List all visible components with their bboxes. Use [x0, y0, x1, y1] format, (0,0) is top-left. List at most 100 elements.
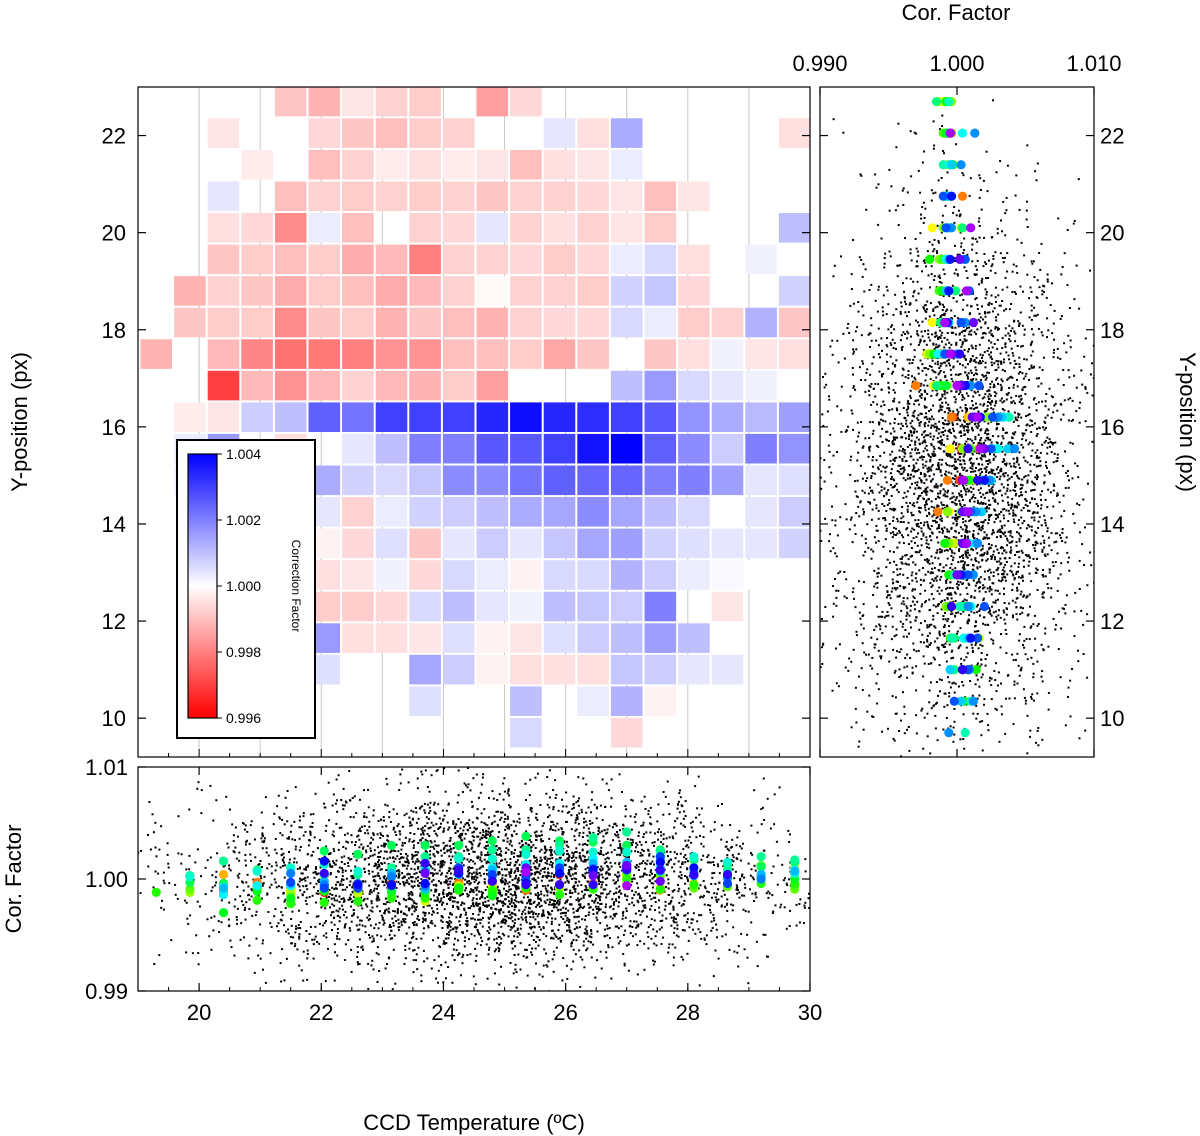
scatter-point — [952, 600, 955, 603]
scatter-point — [1061, 528, 1064, 531]
scatter-point — [1032, 662, 1035, 665]
scatter-point — [1001, 337, 1004, 340]
scatter-point — [936, 646, 939, 649]
scatter-point — [993, 307, 996, 310]
scatter-point — [941, 599, 944, 602]
scatter-point — [1010, 401, 1013, 404]
scatter-point — [1013, 411, 1016, 414]
scatter-point — [923, 340, 926, 343]
scatter-point — [911, 504, 914, 507]
scatter-point — [937, 336, 939, 339]
scatter-point — [884, 420, 887, 423]
heatmap-cell — [510, 497, 542, 527]
heatmap-cell — [510, 623, 542, 653]
scatter-point — [907, 438, 910, 441]
binned-point — [931, 381, 942, 391]
binned-point — [931, 97, 942, 107]
scatter-point — [975, 252, 978, 255]
scatter-point — [281, 818, 284, 821]
scatter-point — [1010, 476, 1013, 478]
scatter-point — [1049, 802, 1051, 804]
scatter-point — [1101, 663, 1103, 665]
scatter-point — [959, 373, 962, 376]
scatter-point — [981, 305, 983, 308]
scatter-point — [931, 333, 934, 336]
scatter-point — [905, 618, 908, 621]
scatter-point — [1000, 387, 1003, 390]
scatter-point — [437, 936, 440, 939]
scatter-point — [957, 458, 960, 461]
scatter-point — [942, 433, 945, 436]
scatter-point — [978, 174, 981, 177]
scatter-point — [963, 460, 966, 462]
scatter-point — [893, 635, 896, 638]
scatter-point — [1035, 532, 1038, 534]
scatter-point — [981, 559, 984, 562]
scatter-point — [1015, 174, 1018, 177]
scatter-point — [968, 326, 970, 329]
scatter-point — [918, 610, 921, 613]
scatter-point — [991, 358, 994, 361]
scatter-point — [859, 500, 862, 503]
scatter-point — [954, 591, 956, 594]
scatter-point — [960, 800, 962, 802]
scatter-point — [887, 727, 889, 730]
scatter-point — [1072, 418, 1074, 421]
scatter-point — [925, 343, 928, 346]
binned-point — [963, 507, 973, 517]
scatter-point — [979, 643, 982, 646]
scatter-point — [1037, 623, 1040, 625]
scatter-point — [898, 449, 901, 452]
scatter-point — [994, 558, 996, 561]
scatter-point — [885, 465, 888, 468]
heatmap-cell — [342, 213, 374, 243]
scatter-point — [895, 359, 898, 362]
scatter-point — [946, 463, 949, 466]
scatter-point — [1078, 421, 1081, 424]
scatter-point — [871, 508, 874, 511]
scatter-point — [913, 505, 916, 508]
scatter-point — [915, 665, 918, 668]
scatter-point — [984, 507, 987, 510]
scatter-point — [1028, 424, 1031, 427]
scatter-point — [1010, 347, 1013, 350]
scatter-point — [934, 422, 937, 425]
scatter-point — [1024, 393, 1027, 396]
scatter-point — [913, 466, 916, 469]
scatter-point — [831, 689, 834, 692]
scatter-point — [1021, 344, 1024, 347]
scatter-point — [943, 306, 945, 308]
scatter-point — [902, 587, 905, 590]
scatter-point — [858, 515, 861, 518]
scatter-point — [865, 653, 868, 656]
scatter-point — [923, 579, 925, 582]
heatmap-cell — [678, 560, 710, 590]
scatter-point — [980, 281, 983, 284]
scatter-point — [919, 384, 922, 387]
scatter-point — [1052, 411, 1055, 414]
scatter-point — [1078, 307, 1081, 310]
scatter-point — [852, 239, 855, 241]
scatter-point — [928, 623, 931, 626]
scatter-point — [961, 506, 963, 508]
scatter-point — [867, 653, 870, 656]
scatter-point — [1016, 456, 1019, 459]
scatter-point — [991, 605, 993, 608]
scatter-point — [898, 401, 901, 404]
heatmap-cell — [644, 465, 677, 496]
scatter-point — [994, 251, 997, 254]
scatter-point — [990, 333, 993, 336]
scatter-point — [939, 515, 942, 517]
scatter-point — [1038, 456, 1041, 459]
scatter-point — [967, 618, 970, 621]
binned-point — [945, 254, 955, 264]
scatter-point — [1014, 489, 1017, 492]
scatter-point — [895, 482, 898, 485]
heatmap-cell — [308, 118, 341, 148]
scatter-point — [929, 642, 932, 645]
scatter-point — [901, 367, 904, 370]
scatter-point — [1044, 461, 1047, 464]
scatter-point — [944, 419, 947, 422]
scatter-point — [955, 503, 958, 506]
scatter-point — [907, 726, 910, 728]
